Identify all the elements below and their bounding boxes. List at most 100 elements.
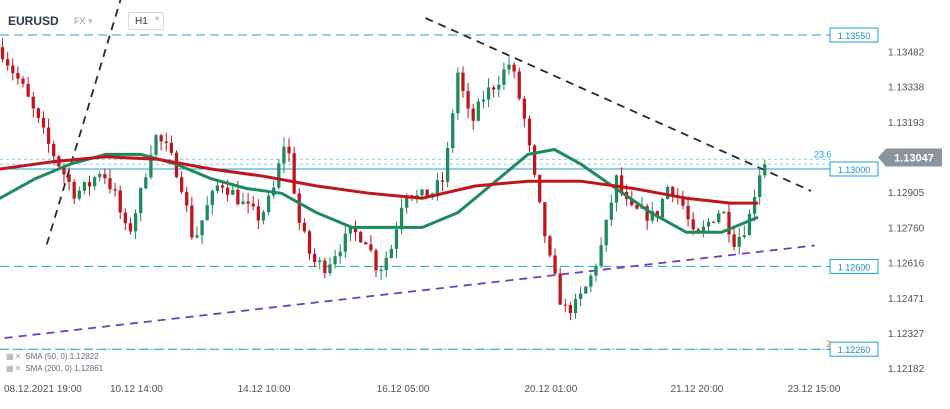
candle-body xyxy=(261,212,266,221)
level-tag[interactable]: 1.12600 xyxy=(829,258,879,274)
candle-body xyxy=(384,257,388,271)
sma200-line[interactable] xyxy=(0,155,759,205)
candle-body xyxy=(26,83,30,97)
candle-body xyxy=(471,108,475,121)
candle-body xyxy=(93,177,97,187)
candle-body xyxy=(128,223,133,232)
candle-body xyxy=(599,245,603,266)
candle-body xyxy=(118,190,122,213)
candle-body xyxy=(589,275,593,287)
candle-body xyxy=(635,204,639,209)
candle-body xyxy=(241,201,245,205)
candle-body xyxy=(681,197,685,206)
candle-body xyxy=(359,232,363,243)
candle-body xyxy=(747,213,752,236)
candle-body xyxy=(302,222,307,232)
sma50-line[interactable] xyxy=(0,148,759,234)
trendline xyxy=(4,244,815,339)
candle-body xyxy=(379,270,383,272)
candle-body xyxy=(630,198,634,205)
level-tag-bg xyxy=(829,341,879,357)
chevron-down-icon[interactable]: ▾ xyxy=(88,15,93,26)
candle-body xyxy=(671,186,675,197)
candle-body xyxy=(752,197,757,214)
candle-body xyxy=(348,227,353,234)
candle-body xyxy=(553,255,557,274)
indicator-controls-icon[interactable]: ▦✕ xyxy=(6,352,23,361)
indicator-legend-sma200[interactable]: ▦✕ SMA (200, 0) 1.12861 xyxy=(6,364,103,373)
candle-body xyxy=(195,235,199,238)
level-tag-text: 1.13000 xyxy=(838,165,871,175)
candle-body xyxy=(732,234,736,247)
candle-body xyxy=(758,175,762,198)
candle-body xyxy=(604,219,608,246)
indicator-label: SMA (200, 0) 1.12861 xyxy=(25,364,104,373)
level-tag[interactable]: 1.13550 xyxy=(829,27,879,43)
x-tick-label: 21.12 20:00 xyxy=(671,384,724,395)
candle-body xyxy=(251,203,255,207)
level-tag[interactable]: 1.12260 xyxy=(829,341,879,357)
candle-body xyxy=(236,189,240,205)
chevron-down-icon: ▾ xyxy=(154,14,159,23)
candle-body xyxy=(717,213,721,223)
candle-body xyxy=(374,250,378,271)
candle-body xyxy=(660,199,665,218)
candle-body xyxy=(159,135,163,142)
candle-body xyxy=(67,174,71,182)
candle-body xyxy=(532,145,537,175)
x-tick-label: 20.12 01:00 xyxy=(524,384,577,395)
candle-body xyxy=(476,101,480,121)
trendline xyxy=(45,0,122,245)
indicator-controls-icon[interactable]: ▦✕ xyxy=(6,364,23,373)
symbol-label[interactable]: EURUSD xyxy=(8,14,59,28)
indicator-label: SMA (50, 0) 1.12822 xyxy=(25,352,99,361)
candle-body xyxy=(139,188,143,214)
candle-body xyxy=(701,226,706,234)
x-tick-label: 16.12 05:00 xyxy=(377,384,430,395)
candle-body xyxy=(133,213,138,232)
level-tag-text: 1.12600 xyxy=(838,262,871,272)
candle-body xyxy=(190,205,194,238)
candle-body xyxy=(425,189,429,198)
candle-body xyxy=(256,206,260,221)
candle-body xyxy=(343,233,347,252)
candle-body xyxy=(466,90,470,109)
candle-body xyxy=(210,190,214,206)
trendline xyxy=(425,17,812,192)
level-tag[interactable]: 1.13000 xyxy=(829,161,879,177)
candle-body xyxy=(538,174,542,203)
candle-body xyxy=(6,59,10,66)
candle-body xyxy=(578,293,583,300)
indicator-legend-sma50[interactable]: ▦✕ SMA (50, 0) 1.12822 xyxy=(6,352,99,361)
candle-body xyxy=(594,265,598,276)
candle-body xyxy=(307,231,312,254)
candle-body xyxy=(277,163,281,188)
candle-body xyxy=(445,148,450,182)
candle-body xyxy=(440,180,445,182)
candle-body xyxy=(507,64,511,70)
candle-body xyxy=(527,118,532,146)
candle-body xyxy=(389,248,393,258)
timeframe-select[interactable]: H1 ▾ xyxy=(128,12,164,30)
candle-body xyxy=(456,72,460,114)
candle-body xyxy=(691,219,695,230)
candle-body xyxy=(706,221,711,227)
candle-body xyxy=(31,96,35,109)
candle-body xyxy=(522,98,526,119)
candle-body xyxy=(123,212,127,224)
candle-body xyxy=(108,178,112,190)
candle-body xyxy=(517,71,521,99)
level-tag-bg xyxy=(829,258,879,274)
candle-body xyxy=(323,260,327,274)
candle-body xyxy=(113,189,117,191)
candle-body xyxy=(328,264,332,274)
candle-body xyxy=(512,64,516,72)
candle-body xyxy=(36,108,41,118)
candle-body xyxy=(584,286,588,294)
candle-body xyxy=(558,273,562,305)
candle-body xyxy=(312,253,317,263)
candle-body xyxy=(11,65,15,73)
last-price-tag[interactable]: 1.13047 xyxy=(878,148,942,167)
